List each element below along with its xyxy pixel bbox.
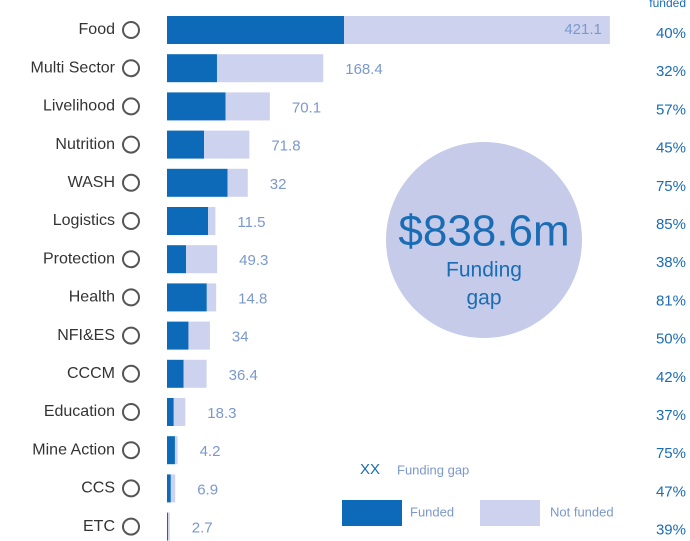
sector-icon (122, 59, 140, 78)
category-label: Health (69, 289, 115, 306)
bar-segment (186, 245, 218, 274)
legend-sample: XX (360, 461, 380, 478)
bar-segment (188, 321, 210, 350)
total-caption: gap (466, 287, 501, 310)
legend-sample-label: Funding gap (397, 462, 469, 477)
sector-icon (122, 250, 140, 269)
category-label: Multi Sector (31, 59, 116, 76)
sector-icon (122, 97, 140, 116)
legend-swatch (342, 500, 402, 526)
category-label: Livelihood (43, 98, 115, 115)
percent-label: 42% (656, 369, 686, 386)
category-label: WASH (68, 174, 115, 191)
gap-label: 6.9 (197, 481, 218, 498)
gap-label: 36.4 (229, 367, 258, 384)
sector-icon (122, 403, 140, 421)
percent-label: 32% (656, 63, 686, 80)
bar-segment (167, 359, 184, 388)
bar-segment (208, 207, 216, 235)
category-label: NFI&ES (57, 327, 115, 344)
gap-label: 18.3 (207, 405, 236, 422)
percent-label: 37% (656, 407, 686, 424)
gap-label: 421.1 (564, 21, 602, 38)
percent-label: 45% (656, 140, 686, 157)
percent-header: funded (649, 0, 686, 10)
percent-label: 47% (656, 483, 686, 500)
category-label: Education (44, 403, 115, 420)
bar-segment (225, 92, 270, 121)
bar-segment (167, 130, 205, 159)
category-label: Nutrition (55, 136, 115, 153)
category-label: Food (79, 21, 115, 38)
category-label: Protection (43, 250, 115, 267)
bar-segment (174, 436, 178, 465)
percent-label: 40% (656, 25, 686, 42)
bar-segment (167, 436, 175, 465)
percent-label: 57% (656, 101, 686, 118)
gap-label: 11.5 (237, 214, 265, 231)
sector-icon (122, 135, 140, 154)
bar-segment (344, 16, 610, 44)
sector-icon (122, 479, 140, 498)
bar-segment (216, 54, 324, 83)
percent-label: 38% (656, 254, 686, 271)
legend-label: Not funded (550, 504, 614, 519)
total-circle (386, 142, 582, 338)
sector-icon (122, 212, 140, 230)
gap-label: 70.1 (292, 99, 321, 116)
percent-label: 39% (656, 522, 686, 539)
sector-icon (122, 173, 140, 192)
percent-label: 81% (656, 292, 686, 309)
sector-icon (122, 517, 140, 536)
sector-icon (122, 364, 140, 383)
bar-segment (167, 92, 226, 121)
bar-segment (183, 359, 207, 388)
category-label: Logistics (53, 212, 115, 229)
category-label: ETC (83, 518, 115, 535)
bar-segment (167, 207, 209, 235)
gap-label: 168.4 (345, 61, 383, 78)
category-label: CCS (81, 480, 115, 497)
gap-label: 2.7 (192, 520, 213, 537)
percent-label: 75% (656, 445, 686, 462)
bar-segment (167, 54, 217, 83)
bar-segment (167, 168, 228, 197)
bar-segment (167, 245, 187, 274)
sector-icon (122, 441, 140, 460)
legend-label: Funded (410, 504, 454, 519)
bar-segment (206, 283, 217, 312)
legend-swatch (480, 500, 540, 526)
percent-label: 50% (656, 331, 686, 348)
bar-segment (170, 474, 176, 503)
category-label: Mine Action (32, 441, 115, 458)
total-label: $838.6m (398, 207, 569, 256)
sector-icon (122, 288, 140, 307)
bar-segment (167, 474, 171, 503)
gap-label: 4.2 (200, 443, 221, 460)
gap-label: 32 (270, 176, 287, 193)
total-caption: Funding (446, 259, 522, 282)
gap-label: 34 (232, 329, 249, 346)
bar-segment (173, 398, 186, 426)
bar-segment (167, 321, 189, 350)
percent-label: 75% (656, 178, 686, 195)
bar-segment (204, 130, 250, 159)
sector-icon (122, 21, 140, 39)
bar-segment (168, 512, 170, 541)
gap-label: 14.8 (238, 290, 267, 307)
category-label: CCCM (67, 365, 115, 382)
bar-segment (167, 16, 345, 44)
bar-segment (167, 398, 174, 426)
gap-label: 71.8 (271, 138, 300, 155)
bar-segment (227, 168, 248, 197)
bar-segment (167, 512, 169, 541)
gap-label: 49.3 (239, 252, 268, 269)
bar-segment (167, 283, 207, 312)
percent-label: 85% (656, 216, 686, 233)
sector-icon (122, 326, 140, 345)
